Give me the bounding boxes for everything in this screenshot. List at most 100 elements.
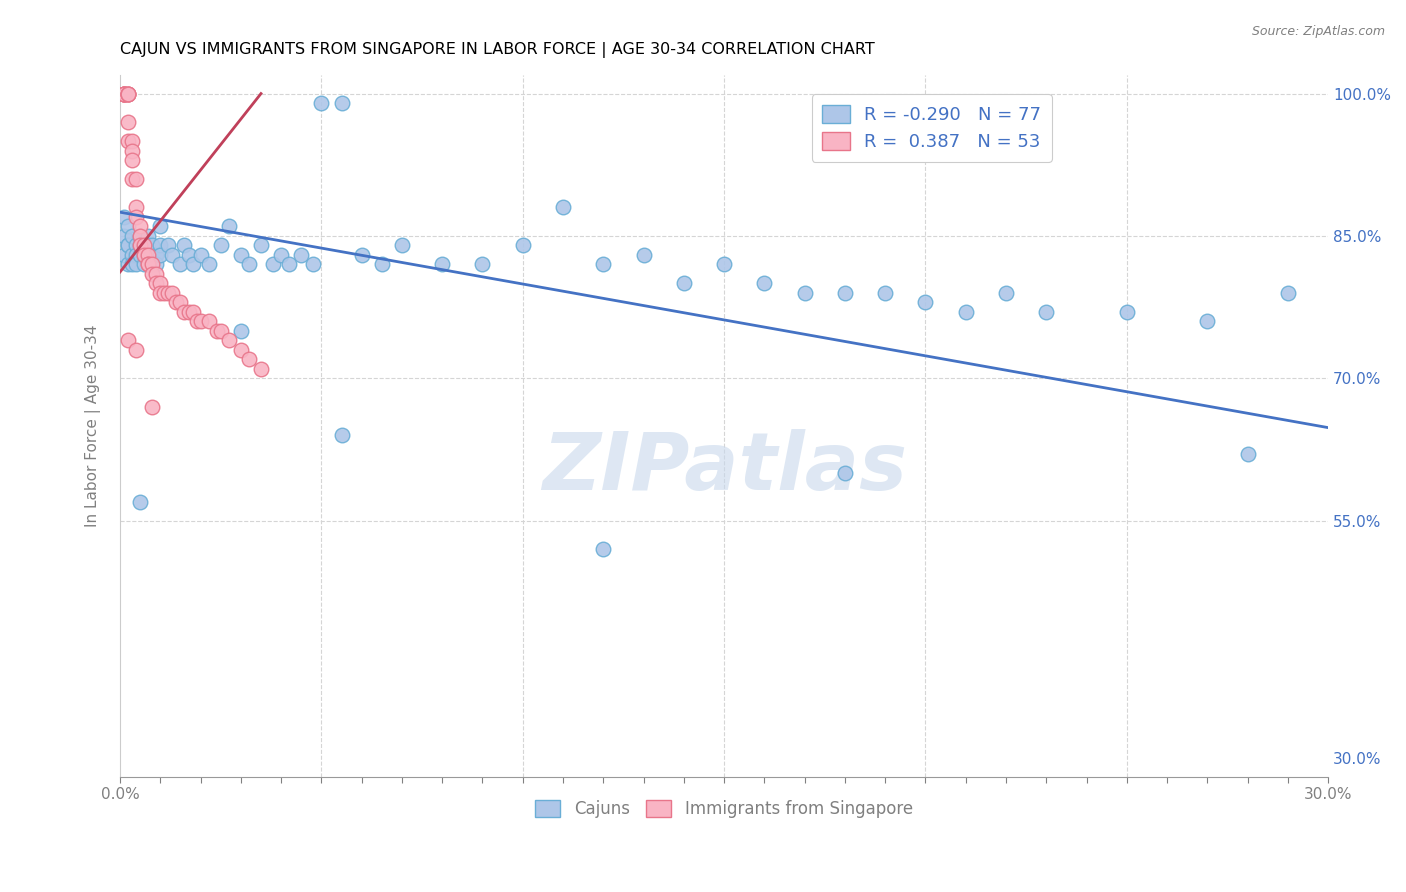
Point [125, 172, 148, 186]
Point [121, 257, 143, 271]
Point [994, 285, 1017, 300]
Point [754, 277, 776, 291]
Text: ZIPatlas: ZIPatlas [541, 429, 907, 507]
Point [432, 257, 454, 271]
Point [157, 238, 180, 252]
Point [121, 172, 143, 186]
Point [914, 295, 936, 310]
Point [197, 257, 219, 271]
Legend: Cajuns, Immigrants from Singapore: Cajuns, Immigrants from Singapore [529, 793, 920, 825]
Point [121, 228, 143, 243]
Point [125, 343, 148, 357]
Point [190, 248, 212, 262]
Point [121, 144, 143, 158]
Point [112, 210, 135, 224]
Point [125, 201, 148, 215]
Point [145, 277, 167, 291]
Point [141, 257, 163, 271]
Point [177, 248, 200, 262]
Point [177, 305, 200, 319]
Point [121, 134, 143, 148]
Point [262, 257, 284, 271]
Point [125, 238, 148, 252]
Point [129, 228, 152, 243]
Point [512, 238, 534, 252]
Point [834, 466, 856, 480]
Point [1236, 447, 1258, 461]
Point [592, 542, 614, 557]
Point [834, 285, 856, 300]
Point [136, 257, 159, 271]
Point [112, 87, 135, 101]
Point [134, 257, 156, 271]
Point [141, 400, 163, 414]
Y-axis label: In Labor Force | Age 30-34: In Labor Force | Age 30-34 [86, 325, 101, 527]
Point [250, 361, 273, 376]
Point [149, 277, 172, 291]
Point [471, 257, 494, 271]
Point [117, 257, 139, 271]
Point [181, 257, 204, 271]
Point [134, 238, 156, 252]
Point [141, 267, 163, 281]
Point [1035, 305, 1057, 319]
Point [551, 201, 574, 215]
Point [134, 238, 156, 252]
Point [117, 134, 139, 148]
Point [186, 314, 208, 328]
Point [162, 248, 184, 262]
Point [149, 248, 172, 262]
Point [136, 257, 159, 271]
Point [238, 352, 260, 367]
Point [149, 219, 172, 234]
Point [141, 238, 163, 252]
Point [141, 257, 163, 271]
Point [793, 285, 815, 300]
Point [229, 248, 252, 262]
Point [209, 238, 232, 252]
Point [153, 285, 176, 300]
Point [134, 248, 156, 262]
Point [117, 219, 139, 234]
Point [117, 87, 139, 101]
Point [117, 87, 139, 101]
Point [136, 248, 159, 262]
Point [218, 219, 240, 234]
Point [1197, 314, 1219, 328]
Point [169, 257, 191, 271]
Point [311, 96, 333, 111]
Point [112, 87, 135, 101]
Point [181, 305, 204, 319]
Point [371, 257, 394, 271]
Point [129, 248, 152, 262]
Point [112, 87, 135, 101]
Point [1277, 285, 1299, 300]
Point [955, 305, 977, 319]
Point [145, 248, 167, 262]
Point [238, 257, 260, 271]
Point [112, 87, 135, 101]
Point [157, 285, 180, 300]
Point [165, 295, 187, 310]
Point [302, 257, 325, 271]
Point [112, 228, 135, 243]
Point [117, 334, 139, 348]
Point [125, 257, 148, 271]
Point [117, 87, 139, 101]
Point [134, 248, 156, 262]
Point [129, 494, 152, 508]
Text: CAJUN VS IMMIGRANTS FROM SINGAPORE IN LABOR FORCE | AGE 30-34 CORRELATION CHART: CAJUN VS IMMIGRANTS FROM SINGAPORE IN LA… [120, 42, 875, 58]
Point [112, 248, 135, 262]
Point [112, 87, 135, 101]
Point [278, 257, 301, 271]
Point [117, 238, 139, 252]
Point [875, 285, 897, 300]
Point [136, 228, 159, 243]
Point [129, 238, 152, 252]
Point [229, 324, 252, 338]
Point [592, 257, 614, 271]
Point [713, 257, 735, 271]
Text: Source: ZipAtlas.com: Source: ZipAtlas.com [1251, 25, 1385, 38]
Point [218, 334, 240, 348]
Point [672, 277, 695, 291]
